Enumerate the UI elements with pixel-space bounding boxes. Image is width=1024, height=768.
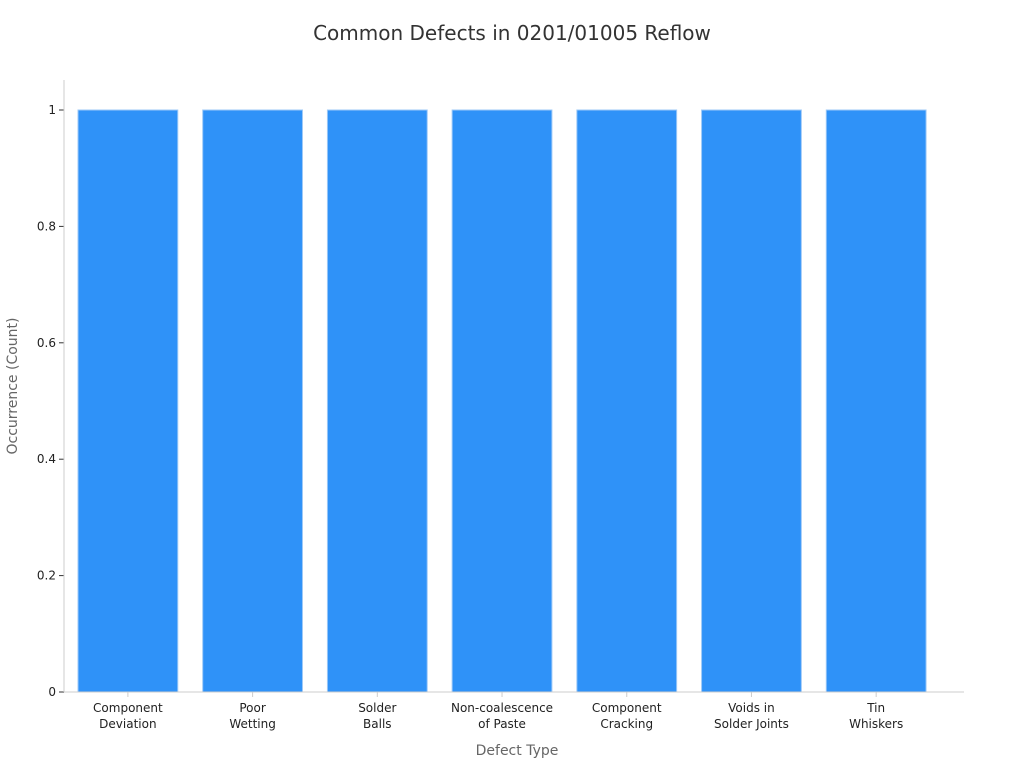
bars-group	[77, 109, 927, 693]
x-tick-label-5-line-0: Voids in	[728, 701, 775, 715]
y-tick-label-2: 0.4	[37, 452, 56, 466]
bar-6	[825, 109, 927, 693]
x-tick-label-3-line-1: of Paste	[478, 717, 526, 731]
x-tick-label-6-line-1: Whiskers	[849, 717, 903, 731]
y-tick-label-3: 0.6	[37, 336, 56, 350]
y-tick-label-1: 0.2	[37, 569, 56, 583]
y-tick-label-4: 0.8	[37, 219, 56, 233]
y-tick-label-5: 1	[48, 103, 56, 117]
x-tick-label-6-line-0: Tin	[866, 701, 885, 715]
x-ticks-group: Component Deviation Poor Wetting Solder Balls…	[93, 692, 903, 731]
y-tick-label-0: 0	[48, 685, 56, 699]
bar-2	[326, 109, 428, 693]
x-axis-label: Defect Type	[476, 743, 559, 759]
bar-5	[701, 109, 802, 693]
y-ticks-group: 0 0.2 0.4 0.6 0.8 1	[37, 103, 64, 699]
bar-3	[451, 109, 553, 693]
x-tick-label-5-line-1: Solder Joints	[714, 717, 789, 731]
x-tick-label-0-line-0: Component	[93, 701, 163, 715]
x-tick-label-2-line-0: Solder	[358, 701, 396, 715]
x-tick-label-1-line-0: Poor	[239, 701, 265, 715]
x-tick-label-4-line-1: Cracking	[600, 717, 653, 731]
x-tick-label-4-line-0: Component	[592, 701, 662, 715]
x-tick-label-2-line-1: Balls	[363, 717, 392, 731]
y-axis-label: Occurrence (Count)	[5, 318, 21, 455]
chart-title: Common Defects in 0201/01005 Reflow	[313, 21, 711, 45]
x-tick-label-3-line-0: Non-coalescence	[451, 701, 553, 715]
bar-0	[77, 109, 179, 693]
x-tick-label-0-line-1: Deviation	[99, 717, 156, 731]
bar-1	[202, 109, 303, 693]
x-tick-label-1-line-1: Wetting	[229, 717, 276, 731]
bar-4	[576, 109, 678, 693]
